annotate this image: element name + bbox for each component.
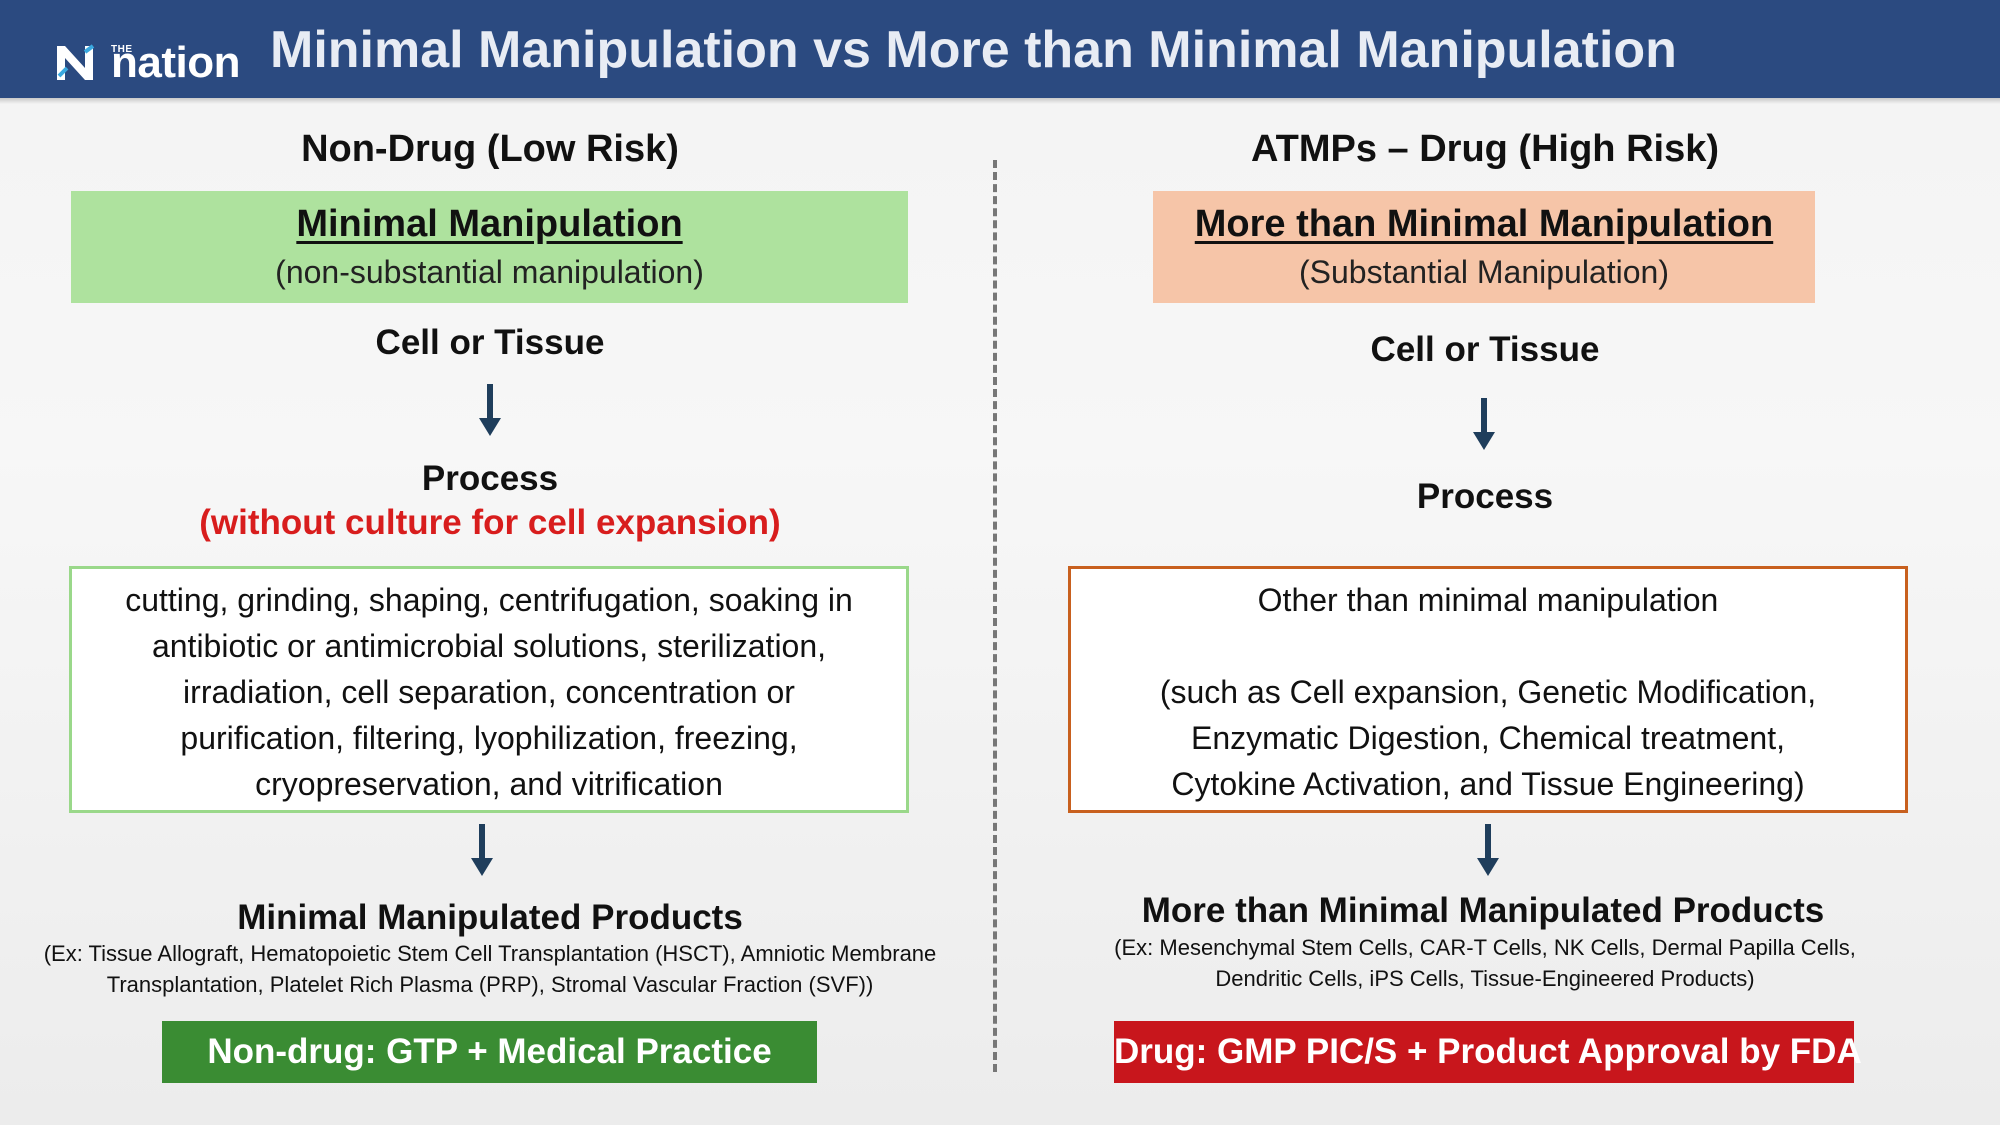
minimal-products-examples: (Ex: Tissue Allograft, Hematopoietic Ste… <box>0 938 980 1000</box>
products-example-line: (Ex: Mesenchymal Stem Cells, CAR-T Cells… <box>1114 935 1856 960</box>
page-title: Minimal Manipulation vs More than Minima… <box>270 21 1677 79</box>
logo-the-text: THE <box>111 44 133 55</box>
method-line: purification, filtering, lyophilization,… <box>180 720 798 756</box>
right-down-arrow-icon-1 <box>1473 398 1495 450</box>
products-example-line: (Ex: Tissue Allograft, Hematopoietic Ste… <box>43 941 937 966</box>
left-down-arrow-icon-2 <box>471 824 493 876</box>
left-process-label: Process <box>421 459 559 498</box>
minimal-methods-box: cutting, grinding, shaping, centrifugati… <box>69 566 909 813</box>
right-column-heading: ATMPs – Drug (High Risk) <box>1251 128 1719 170</box>
methods-intro: Other than minimal manipulation <box>1257 582 1719 618</box>
column-divider <box>993 160 997 1072</box>
nation-n-logo-icon <box>57 44 95 80</box>
left-down-arrow-icon-1 <box>479 384 501 436</box>
minimal-products-title: Minimal Manipulated Products <box>237 898 743 937</box>
the-nation-logo: THE nation <box>55 38 255 88</box>
minimal-manipulation-title: Minimal Manipulation <box>296 203 683 245</box>
more-than-minimal-methods-box: Other than minimal manipulation (such as… <box>1068 566 1908 813</box>
method-line: cryopreservation, and vitrification <box>255 766 723 802</box>
methods-spacer <box>1071 623 1905 669</box>
logo-wordmark: nation <box>111 38 240 87</box>
minimal-manipulation-box: Minimal Manipulation (non-substantial ma… <box>71 191 908 303</box>
left-cell-or-tissue: Cell or Tissue <box>375 323 605 362</box>
method-line: Cytokine Activation, and Tissue Engineer… <box>1171 766 1805 802</box>
right-process-label: Process <box>1416 477 1554 516</box>
more-than-minimal-title: More than Minimal Manipulation <box>1194 203 1774 245</box>
method-line: antibiotic or antimicrobial solutions, s… <box>151 628 827 664</box>
header-shadow <box>0 98 2000 104</box>
more-than-minimal-box: More than Minimal Manipulation (Substant… <box>1153 191 1815 303</box>
method-line: (such as Cell expansion, Genetic Modific… <box>1159 674 1817 710</box>
right-down-arrow-icon-2 <box>1477 824 1499 876</box>
drug-banner: Drug: GMP PIC/S + Product Approval by FD… <box>1114 1021 1862 1083</box>
more-than-minimal-products-examples: (Ex: Mesenchymal Stem Cells, CAR-T Cells… <box>1030 932 1940 994</box>
method-line: cutting, grinding, shaping, centrifugati… <box>125 582 853 618</box>
method-line: irradiation, cell separation, concentrat… <box>183 674 795 710</box>
products-example-line: Transplantation, Platelet Rich Plasma (P… <box>106 972 874 997</box>
non-drug-banner: Non-drug: GTP + Medical Practice <box>162 1021 817 1083</box>
left-column-heading: Non-Drug (Low Risk) <box>301 128 679 170</box>
products-example-line: Dendritic Cells, iPS Cells, Tissue-Engin… <box>1215 966 1755 991</box>
header-bar: THE nation Minimal Manipulation vs More … <box>0 0 2000 98</box>
left-process-note: (without culture for cell expansion) <box>199 503 781 542</box>
more-than-minimal-products-title: More than Minimal Manipulated Products <box>1141 891 1825 930</box>
method-line: Enzymatic Digestion, Chemical treatment, <box>1191 720 1785 756</box>
right-cell-or-tissue: Cell or Tissue <box>1370 330 1600 369</box>
minimal-manipulation-subtitle: (non-substantial manipulation) <box>275 254 704 290</box>
more-than-minimal-subtitle: (Substantial Manipulation) <box>1299 254 1669 290</box>
